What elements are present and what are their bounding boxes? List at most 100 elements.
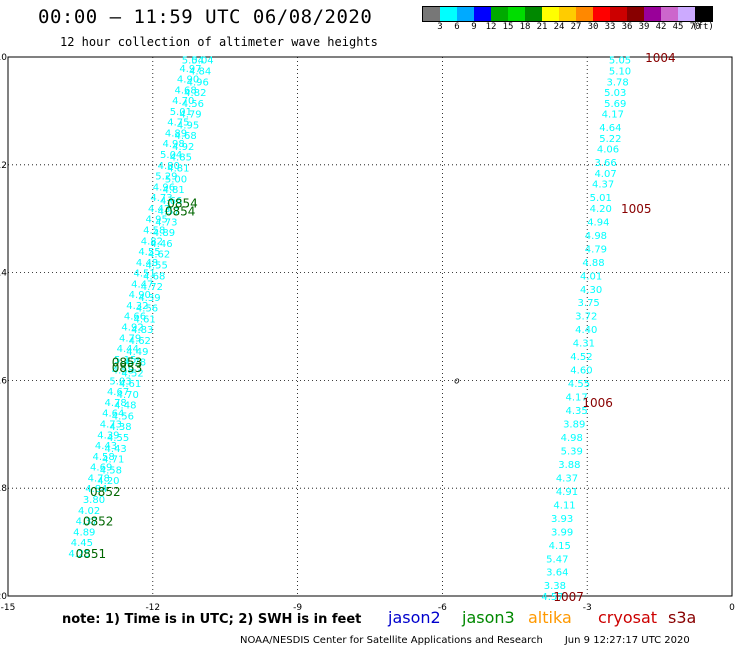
wave-height-point: 4.32 — [126, 301, 148, 312]
wave-height-point: 4.39 — [138, 293, 160, 304]
wave-height-point: 5.47 — [546, 554, 568, 565]
wave-height-point: 4.78 — [105, 398, 127, 409]
y-tick-label: -20 — [0, 592, 7, 602]
wave-height-point: 4.49 — [126, 347, 148, 358]
wave-height-point: 4.37 — [592, 180, 614, 191]
wave-height-point: 4.62 — [129, 336, 151, 347]
wave-height-point: 4.55 — [107, 433, 129, 444]
wave-height-point: 4.98 — [162, 139, 184, 150]
legend-s3a: s3a — [668, 608, 697, 627]
y-tick-label: -10 — [0, 53, 7, 63]
x-tick-label: -12 — [145, 603, 160, 613]
color-scale-label: 3 — [437, 22, 443, 32]
wave-height-point: 4.55 — [568, 379, 590, 390]
color-swatch — [610, 7, 627, 21]
wave-height-point: 4.66 — [124, 312, 146, 323]
color-scale-label: 15 — [502, 22, 514, 32]
wave-height-point: 4.89 — [73, 527, 95, 538]
wave-height-point: 3.66 — [594, 158, 616, 169]
color-scale-label: 30 — [587, 22, 599, 32]
wave-height-point: 4.78 — [124, 358, 146, 369]
wave-height-point: 4.02 — [78, 506, 100, 517]
x-tick-label: -9 — [293, 603, 302, 613]
wave-height-point: 4.94 — [587, 217, 609, 228]
color-swatch — [661, 7, 678, 21]
wave-height-point: 4.55 — [138, 247, 160, 258]
wave-height-point: 4.95 — [146, 215, 168, 226]
wave-height-point: 4.73 — [100, 420, 122, 431]
wave-height-point: 4.11 — [553, 500, 575, 511]
x-tick-label: -6 — [438, 603, 447, 613]
wave-height-point: 5.10 — [609, 66, 631, 77]
x-tick-label: 0 — [729, 603, 735, 613]
y-tick-label: -12 — [0, 161, 7, 171]
color-scale-label: 12 — [485, 22, 497, 32]
color-scale-label: 24 — [553, 22, 565, 32]
wave-height-point: 4.37 — [556, 473, 578, 484]
wave-height-point: 4.62 — [148, 250, 170, 261]
pass-time-label: 0853 — [112, 361, 143, 375]
chart-title: 00:00 – 11:59 UTC 06/08/2020 — [38, 6, 373, 28]
pass-time-label: 1005 — [621, 202, 652, 216]
color-scale-label: 45 — [672, 22, 684, 32]
color-scale-label: (ft) — [692, 22, 714, 32]
wave-height-point: 4.90 — [177, 75, 199, 86]
color-scale-label: 42 — [655, 22, 667, 32]
wave-height-point: 4.38 — [109, 422, 131, 433]
wave-height-point: 4.73 — [150, 193, 172, 204]
wave-height-point: 4.92 — [121, 323, 143, 334]
wave-height-point: 4.82 — [184, 88, 206, 99]
wave-height-point: 4.68 — [143, 271, 165, 282]
wave-height-point: 4.51 — [133, 269, 155, 280]
wave-height-point: 4.58 — [112, 366, 134, 377]
wave-height-point: 5.00 — [165, 174, 187, 185]
color-swatch — [627, 7, 644, 21]
pass-time-label: 0852 — [83, 515, 114, 529]
color-swatch — [695, 7, 712, 21]
generated-timestamp: Jun 9 12:27:17 UTC 2020 — [564, 635, 690, 646]
color-scale-label: 33 — [604, 22, 616, 32]
wave-height-point: 4.98 — [585, 231, 607, 242]
wave-height-point: 4.58 — [100, 465, 122, 476]
wave-height-point: 4.43 — [105, 444, 127, 455]
pass-time-label: 1004 — [645, 51, 676, 65]
color-scale-bar — [422, 6, 713, 22]
wave-height-point: 4.64 — [599, 123, 621, 134]
wave-height-point: 5.04 — [182, 56, 204, 67]
pass-time-label: 1006 — [582, 396, 613, 410]
wave-height-point: 4.84 — [189, 66, 211, 77]
wave-height-point: 3.80 — [83, 495, 105, 506]
wave-height-point: 5.15 — [114, 355, 136, 366]
color-swatch — [593, 7, 610, 21]
color-scale-label: 21 — [536, 22, 548, 32]
wave-height-point: 4.31 — [573, 339, 595, 350]
wave-height-point: 4.61 — [119, 379, 141, 390]
wave-height-point: 4.96 — [153, 182, 175, 193]
credit-text: NOAA/NESDIS Center for Satellite Applica… — [240, 635, 543, 646]
color-swatch — [491, 7, 508, 21]
pass-time-label: 0854 — [165, 205, 196, 219]
wave-height-point: 4.88 — [582, 258, 604, 269]
color-swatch — [440, 7, 457, 21]
wave-height-point: 4.79 — [179, 110, 201, 121]
wave-height-point: 4.56 — [112, 411, 134, 422]
color-scale-label: 18 — [519, 22, 531, 32]
wave-height-point: 4.44 — [117, 344, 139, 355]
wave-height-point: 4.71 — [102, 455, 124, 466]
wave-height-point: 5.01 — [590, 193, 612, 204]
y-tick-label: -18 — [0, 484, 7, 494]
wave-height-point: 4.47 — [131, 279, 153, 290]
wave-height-point: 4.81 — [162, 185, 184, 196]
x-tick-label: -15 — [1, 603, 16, 613]
wave-height-point: 4.46 — [150, 239, 172, 250]
wave-height-point: 4.90 — [129, 290, 151, 301]
wave-height-point: 4.81 — [167, 163, 189, 174]
wave-height-point: 4.07 — [594, 169, 616, 180]
wave-height-point: 5.05 — [609, 56, 631, 67]
color-swatch — [457, 7, 474, 21]
wave-height-point: 4.95 — [177, 120, 199, 131]
wave-height-point: 4.60 — [570, 366, 592, 377]
wave-height-point: 4.68 — [175, 131, 197, 142]
wave-height-point: 4.89 — [165, 128, 187, 139]
wave-height-point: 4.45 — [71, 538, 93, 549]
